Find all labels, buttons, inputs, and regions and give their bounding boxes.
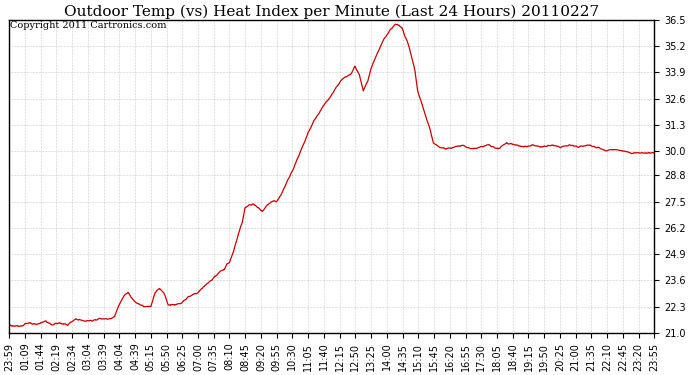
Text: Copyright 2011 Cartronics.com: Copyright 2011 Cartronics.com xyxy=(10,21,167,30)
Title: Outdoor Temp (vs) Heat Index per Minute (Last 24 Hours) 20110227: Outdoor Temp (vs) Heat Index per Minute … xyxy=(64,4,600,18)
